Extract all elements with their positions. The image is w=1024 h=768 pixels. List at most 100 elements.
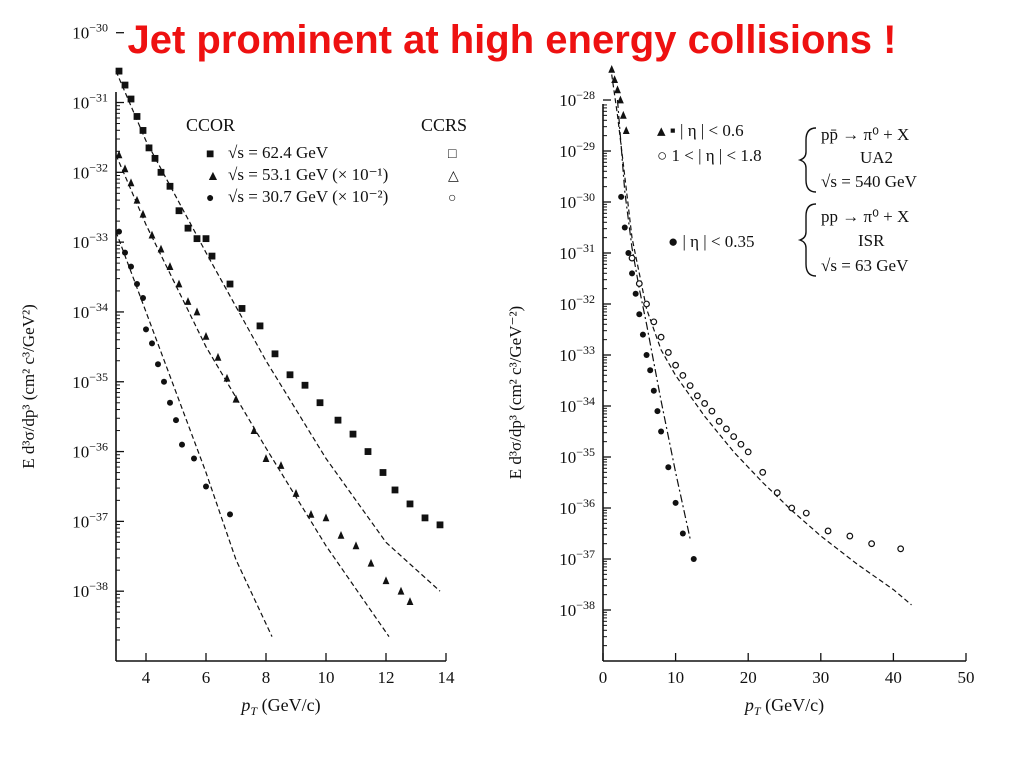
data-point: [643, 300, 650, 308]
y-tick-label: 10−28: [559, 88, 595, 110]
data-point: [622, 126, 630, 134]
data-point: [214, 352, 222, 361]
data-point: [227, 511, 233, 518]
data-point: [337, 530, 345, 539]
y-tick-label: 10−34: [72, 300, 108, 322]
data-point: [824, 527, 832, 535]
data-point: [650, 387, 657, 394]
data-point: [773, 489, 781, 497]
legend-row: ▴ ▪ | η | < 0.6: [657, 121, 744, 140]
data-point: [149, 340, 155, 347]
data-point: [232, 394, 240, 403]
data-point: [611, 75, 619, 83]
data-point: [121, 81, 129, 89]
data-point: [701, 400, 709, 407]
data-point: [625, 250, 632, 256]
data-point: [155, 361, 161, 368]
legend-marker-right: △: [448, 169, 459, 184]
data-point: [191, 455, 197, 462]
data-point: [301, 381, 309, 389]
fit-curve: [616, 99, 691, 539]
data-point: [868, 540, 876, 548]
data-point: [629, 270, 636, 277]
y-tick-label: 10−37: [72, 509, 108, 531]
x-tick-label: 0: [599, 668, 608, 687]
data-point: [635, 280, 643, 288]
x-tick-label: 4: [142, 668, 151, 687]
data-point: [122, 249, 128, 256]
data-point: [632, 290, 639, 297]
data-point: [639, 331, 646, 338]
y-tick-label: 10−31: [72, 91, 108, 113]
data-point: [262, 454, 270, 462]
legend-brace: [797, 127, 817, 193]
data-point: [650, 318, 658, 326]
legend-energy: √s = 63 GeV: [821, 256, 909, 275]
y-tick-label: 10−35: [559, 445, 595, 467]
y-tick-label: 10−36: [72, 440, 108, 462]
data-point: [139, 127, 147, 134]
x-tick-label: 50: [958, 668, 975, 687]
data-point: [406, 597, 414, 606]
left-chart: 10−30 10−31 10−32 10−33 10−34 10−35 10−36 10−37…: [19, 21, 467, 718]
x-tick-label: 20: [740, 668, 757, 687]
data-point: [127, 178, 135, 187]
legend-entry-label: √s = 53.1 GeV (× 10⁻¹): [228, 165, 388, 184]
y-tick-label: 10−38: [559, 598, 595, 620]
data-point: [127, 95, 135, 103]
data-point: [744, 448, 752, 456]
data-point: [202, 331, 210, 340]
legend-marker-right: □: [448, 147, 457, 162]
data-point: [672, 361, 679, 369]
data-point: [167, 399, 173, 406]
data-point: [223, 373, 231, 382]
y-tick-label: 10−30: [559, 190, 595, 212]
y-tick-label: 10−29: [559, 139, 595, 161]
legend-entry-label: √s = 62.4 GeV: [228, 143, 329, 162]
legend-marker-left: ▲: [206, 169, 220, 184]
legend-brace: [797, 203, 817, 277]
data-point: [846, 532, 854, 540]
data-point: [759, 468, 767, 476]
x-axis-label: pT (GeV/c): [239, 695, 320, 718]
legend-row: ● | η | < 0.35: [668, 232, 755, 251]
data-point: [203, 483, 209, 490]
data-point: [647, 367, 654, 374]
data-point: [334, 416, 342, 424]
x-tick-label: 6: [202, 668, 211, 687]
data-point: [121, 164, 129, 173]
x-axis-label: pT (GeV/c): [743, 695, 824, 718]
data-point: [139, 209, 147, 218]
data-point: [202, 235, 210, 243]
data-point: [436, 521, 444, 529]
legend-energy: √s = 540 GeV: [821, 172, 918, 191]
data-point: [128, 263, 134, 270]
data-point: [349, 430, 357, 438]
data-point: [643, 352, 650, 358]
data-point: [802, 509, 810, 517]
data-point: [271, 350, 279, 358]
data-point: [256, 322, 264, 330]
data-point: [617, 95, 624, 104]
data-point: [664, 349, 672, 356]
legend-header-left: CCOR: [186, 115, 235, 135]
data-point: [238, 305, 246, 312]
y-tick-label: 10−38: [72, 579, 108, 601]
data-point: [352, 541, 360, 550]
data-point: [316, 399, 324, 407]
y-tick-label: 10−32: [72, 160, 108, 182]
y-tick-label: 10−34: [559, 394, 595, 416]
legend-process: pp → π⁰ + X: [821, 207, 909, 226]
data-point: [292, 489, 300, 497]
data-point: [134, 281, 140, 288]
x-tick-label: 12: [378, 668, 395, 687]
data-point: [157, 244, 165, 253]
legend-header-right: CCRS: [421, 115, 467, 135]
data-point: [161, 378, 167, 385]
data-point: [788, 504, 796, 512]
data-point: [619, 110, 627, 119]
y-tick-label: 10−35: [72, 370, 108, 392]
data-point: [151, 154, 159, 162]
data-point: [157, 168, 165, 176]
data-point: [133, 113, 141, 120]
